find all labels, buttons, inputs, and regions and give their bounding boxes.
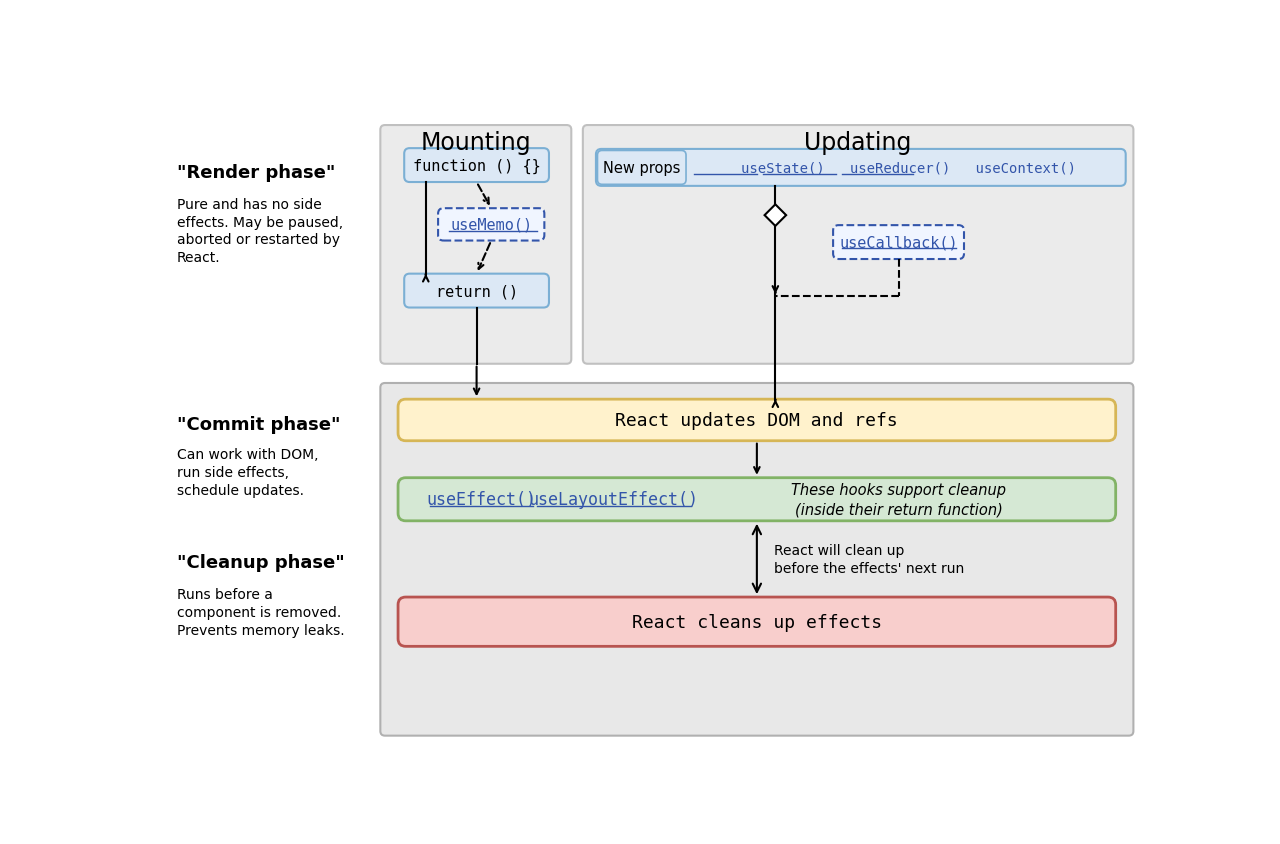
Text: New props: New props — [603, 160, 681, 176]
FancyBboxPatch shape — [404, 149, 549, 183]
FancyBboxPatch shape — [596, 149, 1125, 187]
FancyBboxPatch shape — [598, 151, 686, 185]
Text: useMemo(): useMemo() — [451, 218, 532, 233]
FancyBboxPatch shape — [380, 126, 571, 365]
Polygon shape — [764, 205, 786, 227]
Text: React updates DOM and refs: React updates DOM and refs — [616, 412, 899, 430]
Text: Mounting: Mounting — [421, 131, 531, 154]
Text: Can work with DOM,
run side effects,
schedule updates.: Can work with DOM, run side effects, sch… — [177, 447, 319, 497]
FancyBboxPatch shape — [833, 226, 964, 260]
Text: Runs before a
component is removed.
Prevents memory leaks.: Runs before a component is removed. Prev… — [177, 587, 344, 637]
FancyBboxPatch shape — [380, 383, 1133, 736]
Text: These hooks support cleanup
(inside their return function): These hooks support cleanup (inside thei… — [791, 483, 1006, 517]
Text: useLayoutEffect(): useLayoutEffect() — [529, 490, 699, 509]
FancyBboxPatch shape — [398, 598, 1116, 647]
Text: Pure and has no side
effects. May be paused,
aborted or restarted by
React.: Pure and has no side effects. May be pau… — [177, 197, 343, 265]
Text: useEffect(): useEffect() — [426, 490, 536, 509]
Text: "Commit phase": "Commit phase" — [177, 415, 340, 433]
Text: "Cleanup phase": "Cleanup phase" — [177, 554, 344, 571]
Text: React will clean up
before the effects' next run: React will clean up before the effects' … — [774, 544, 964, 575]
Text: "Render phase": "Render phase" — [177, 164, 335, 181]
Text: Updating: Updating — [804, 131, 911, 154]
Text: function () {}: function () {} — [412, 159, 540, 174]
Text: useState()   useReducer()   useContext(): useState() useReducer() useContext() — [741, 161, 1076, 176]
FancyBboxPatch shape — [582, 126, 1133, 365]
FancyBboxPatch shape — [398, 479, 1116, 522]
FancyBboxPatch shape — [404, 274, 549, 308]
FancyBboxPatch shape — [398, 400, 1116, 441]
Text: return (): return () — [435, 284, 517, 299]
Text: useCallback(): useCallback() — [840, 235, 957, 251]
FancyBboxPatch shape — [438, 209, 544, 241]
Text: React cleans up effects: React cleans up effects — [632, 613, 882, 631]
